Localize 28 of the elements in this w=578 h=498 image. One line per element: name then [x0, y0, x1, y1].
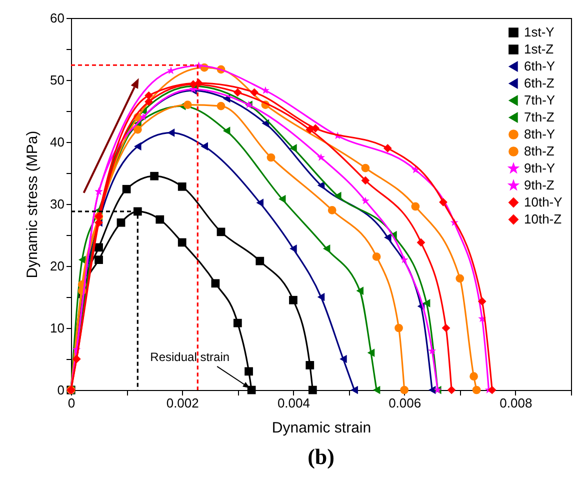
y-tick-label: 30 [50, 196, 64, 212]
legend-label: 8th-Z [524, 144, 554, 158]
y-tick-label: 60 [50, 10, 64, 26]
legend-label: 9th-Z [524, 178, 554, 192]
y-tick-label: 0 [57, 382, 64, 398]
y-tick-label: 40 [50, 134, 64, 150]
text: (b) [308, 444, 334, 469]
legend-label: 1st-Y [524, 24, 555, 40]
legend-label: 7th-Y [524, 92, 556, 108]
x-tick-label: 0.006 [388, 396, 422, 410]
legend-label: 10th-Y [524, 194, 563, 210]
legend-label: 7th-Z [524, 110, 554, 124]
annotation: Residual strain [150, 350, 230, 364]
y-axis-title: Dynamic stress (MPa) [24, 130, 42, 278]
legend-label: 8th-Y [524, 126, 556, 142]
legend-label: 6th-Z [524, 76, 554, 90]
y-tick-label: 20 [50, 258, 64, 274]
legend-label: 10th-Z [524, 212, 562, 226]
x-axis-title: Dynamic strain [272, 420, 372, 436]
y-tick-label: 10 [50, 320, 64, 336]
legend-label: 6th-Y [524, 58, 556, 74]
y-tick-label: 50 [50, 72, 64, 88]
x-tick-label: 0 [68, 396, 76, 410]
legend-label: 1st-Z [524, 42, 554, 56]
x-tick-label: 0.008 [500, 396, 532, 410]
x-tick-label: 0.002 [166, 396, 199, 410]
x-tick-label: 0.004 [277, 396, 310, 410]
legend-label: 9th-Y [524, 160, 556, 176]
